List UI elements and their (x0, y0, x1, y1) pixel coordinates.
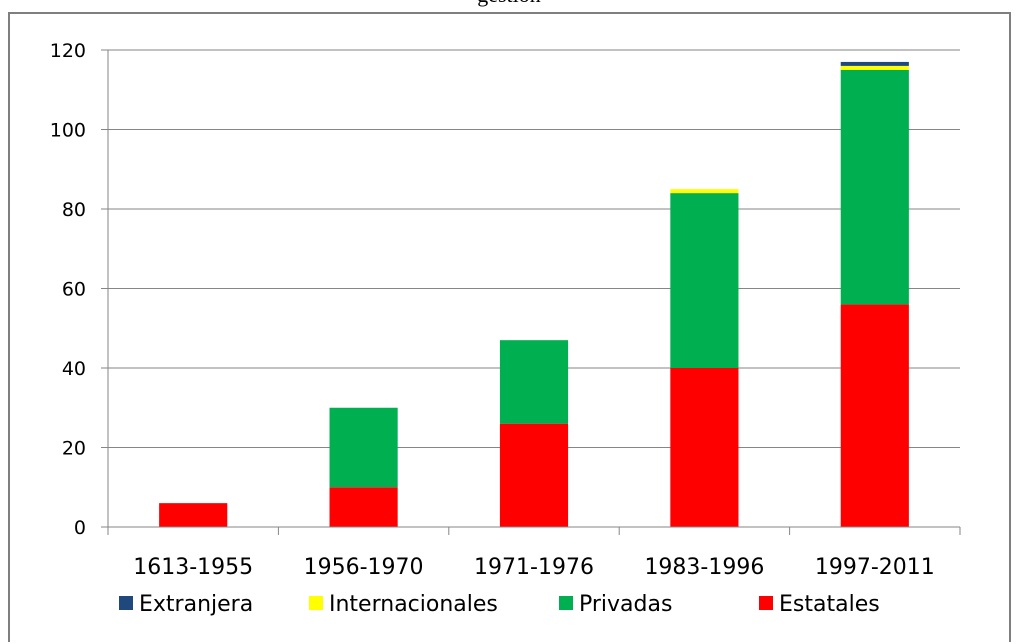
bar-estatales-1613-1955 (159, 503, 228, 527)
gridlines (108, 49, 960, 448)
legend-label-privadas: Privadas (579, 592, 672, 617)
axes: 0 20 40 60 80 100 120 1613-1955 1956-1970 1971-19… (50, 40, 961, 580)
legend-label-internacionales: Internacionales (329, 592, 498, 617)
bars (159, 61, 909, 527)
x-tick-label: 1997-2011 (815, 555, 935, 580)
y-tick-label: 80 (62, 199, 86, 221)
bar-privadas-1983-1996 (670, 193, 739, 368)
bar-privadas-1971-1976 (499, 340, 569, 424)
legend: Extranjera Internacionales Privadas Estatal… (119, 592, 880, 617)
legend-swatch-privadas (559, 596, 573, 610)
y-tick-label: 20 (62, 438, 86, 460)
y-tick-label: 60 (62, 279, 86, 301)
x-tick-label: 1983-1996 (644, 555, 764, 580)
y-tick-label: 100 (50, 120, 86, 142)
y-tick-label: 0 (74, 517, 86, 539)
x-tick-label: 1613-1955 (133, 555, 253, 580)
y-tick-label: 40 (62, 358, 86, 380)
x-tick-label: 1971-1976 (474, 555, 594, 580)
bar-extranjera-1997-2011 (840, 61, 909, 66)
legend-swatch-internacionales (309, 596, 323, 610)
x-tick-label: 1956-1970 (304, 555, 424, 580)
bar-estatales-1997-2011 (840, 304, 909, 527)
bar-estatales-1971-1976 (499, 423, 569, 527)
bar-estatales-1983-1996 (670, 368, 739, 527)
legend-swatch-extranjera (119, 596, 133, 610)
legend-label-estatales: Estatales (779, 592, 880, 617)
bar-estatales-1956-1970 (329, 487, 398, 527)
chart-title: gestión (0, 0, 1018, 8)
legend-label-extranjera: Extranjera (139, 592, 253, 617)
bar-privadas-1997-2011 (840, 69, 909, 305)
bar-internacionales-1997-2011 (840, 65, 909, 70)
bar-privadas-1956-1970 (329, 407, 398, 488)
y-tick-label: 120 (50, 40, 86, 62)
legend-swatch-estatales (759, 596, 773, 610)
bar-internacionales-1983-1996 (670, 189, 739, 194)
